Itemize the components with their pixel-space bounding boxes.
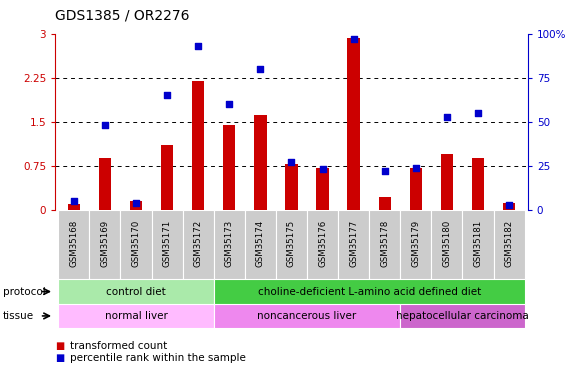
Point [505, 202, 514, 208]
Bar [462, 210, 494, 279]
Bar [307, 210, 338, 279]
Text: protocol: protocol [3, 286, 46, 297]
Bar [409, 168, 422, 210]
Point [194, 43, 203, 49]
Bar [89, 210, 121, 279]
Bar [192, 81, 204, 210]
Bar [472, 158, 484, 210]
Bar [441, 154, 453, 210]
Point [380, 168, 389, 174]
Bar [254, 115, 267, 210]
Bar [58, 210, 89, 279]
Point [69, 198, 78, 204]
Text: GSM35175: GSM35175 [287, 220, 296, 267]
Text: ■: ■ [55, 353, 64, 363]
Bar [400, 304, 525, 328]
Text: GSM35173: GSM35173 [225, 220, 234, 267]
Bar [183, 210, 213, 279]
Bar [432, 210, 462, 279]
Bar [347, 38, 360, 210]
Text: GSM35168: GSM35168 [69, 220, 78, 267]
Bar [369, 210, 400, 279]
Text: control diet: control diet [106, 286, 166, 297]
Bar [400, 210, 432, 279]
Text: GDS1385 / OR2276: GDS1385 / OR2276 [55, 9, 190, 22]
Text: GSM35180: GSM35180 [443, 220, 451, 267]
Bar [161, 146, 173, 210]
Bar [58, 304, 213, 328]
Bar [121, 210, 151, 279]
Text: GSM35172: GSM35172 [194, 220, 202, 267]
Text: normal liver: normal liver [104, 311, 168, 321]
Text: GSM35179: GSM35179 [411, 220, 420, 267]
Bar [338, 210, 369, 279]
Bar [245, 210, 276, 279]
Text: transformed count: transformed count [70, 341, 167, 351]
Text: ■: ■ [55, 341, 64, 351]
Bar [316, 168, 329, 210]
Point [443, 114, 452, 120]
Text: GSM35171: GSM35171 [162, 220, 172, 267]
Bar [223, 125, 235, 210]
Text: GSM35169: GSM35169 [100, 220, 110, 267]
Point [349, 36, 358, 42]
Text: GSM35176: GSM35176 [318, 220, 327, 267]
Text: choline-deficient L-amino acid defined diet: choline-deficient L-amino acid defined d… [258, 286, 481, 297]
Bar [379, 197, 391, 210]
Point [473, 110, 483, 116]
Bar [99, 158, 111, 210]
Text: GSM35182: GSM35182 [505, 220, 514, 267]
Text: noncancerous liver: noncancerous liver [258, 311, 357, 321]
Text: GSM35170: GSM35170 [132, 220, 140, 267]
Text: GSM35181: GSM35181 [473, 220, 483, 267]
Bar [130, 201, 142, 210]
Bar [276, 210, 307, 279]
Point [131, 200, 140, 206]
Text: hepatocellular carcinoma: hepatocellular carcinoma [396, 311, 529, 321]
Point [224, 101, 234, 107]
Point [318, 166, 327, 172]
Text: GSM35178: GSM35178 [380, 220, 389, 267]
Bar [503, 203, 516, 210]
Text: tissue: tissue [3, 311, 34, 321]
Text: percentile rank within the sample: percentile rank within the sample [70, 353, 245, 363]
Bar [213, 210, 245, 279]
Bar [494, 210, 525, 279]
Bar [213, 304, 400, 328]
Bar [58, 279, 213, 304]
Bar [151, 210, 183, 279]
Point [162, 93, 172, 99]
Bar [67, 204, 80, 210]
Text: GSM35174: GSM35174 [256, 220, 265, 267]
Bar [285, 164, 298, 210]
Point [100, 122, 110, 128]
Point [287, 159, 296, 165]
Point [411, 165, 420, 171]
Bar [213, 279, 525, 304]
Text: GSM35177: GSM35177 [349, 220, 358, 267]
Point [256, 66, 265, 72]
